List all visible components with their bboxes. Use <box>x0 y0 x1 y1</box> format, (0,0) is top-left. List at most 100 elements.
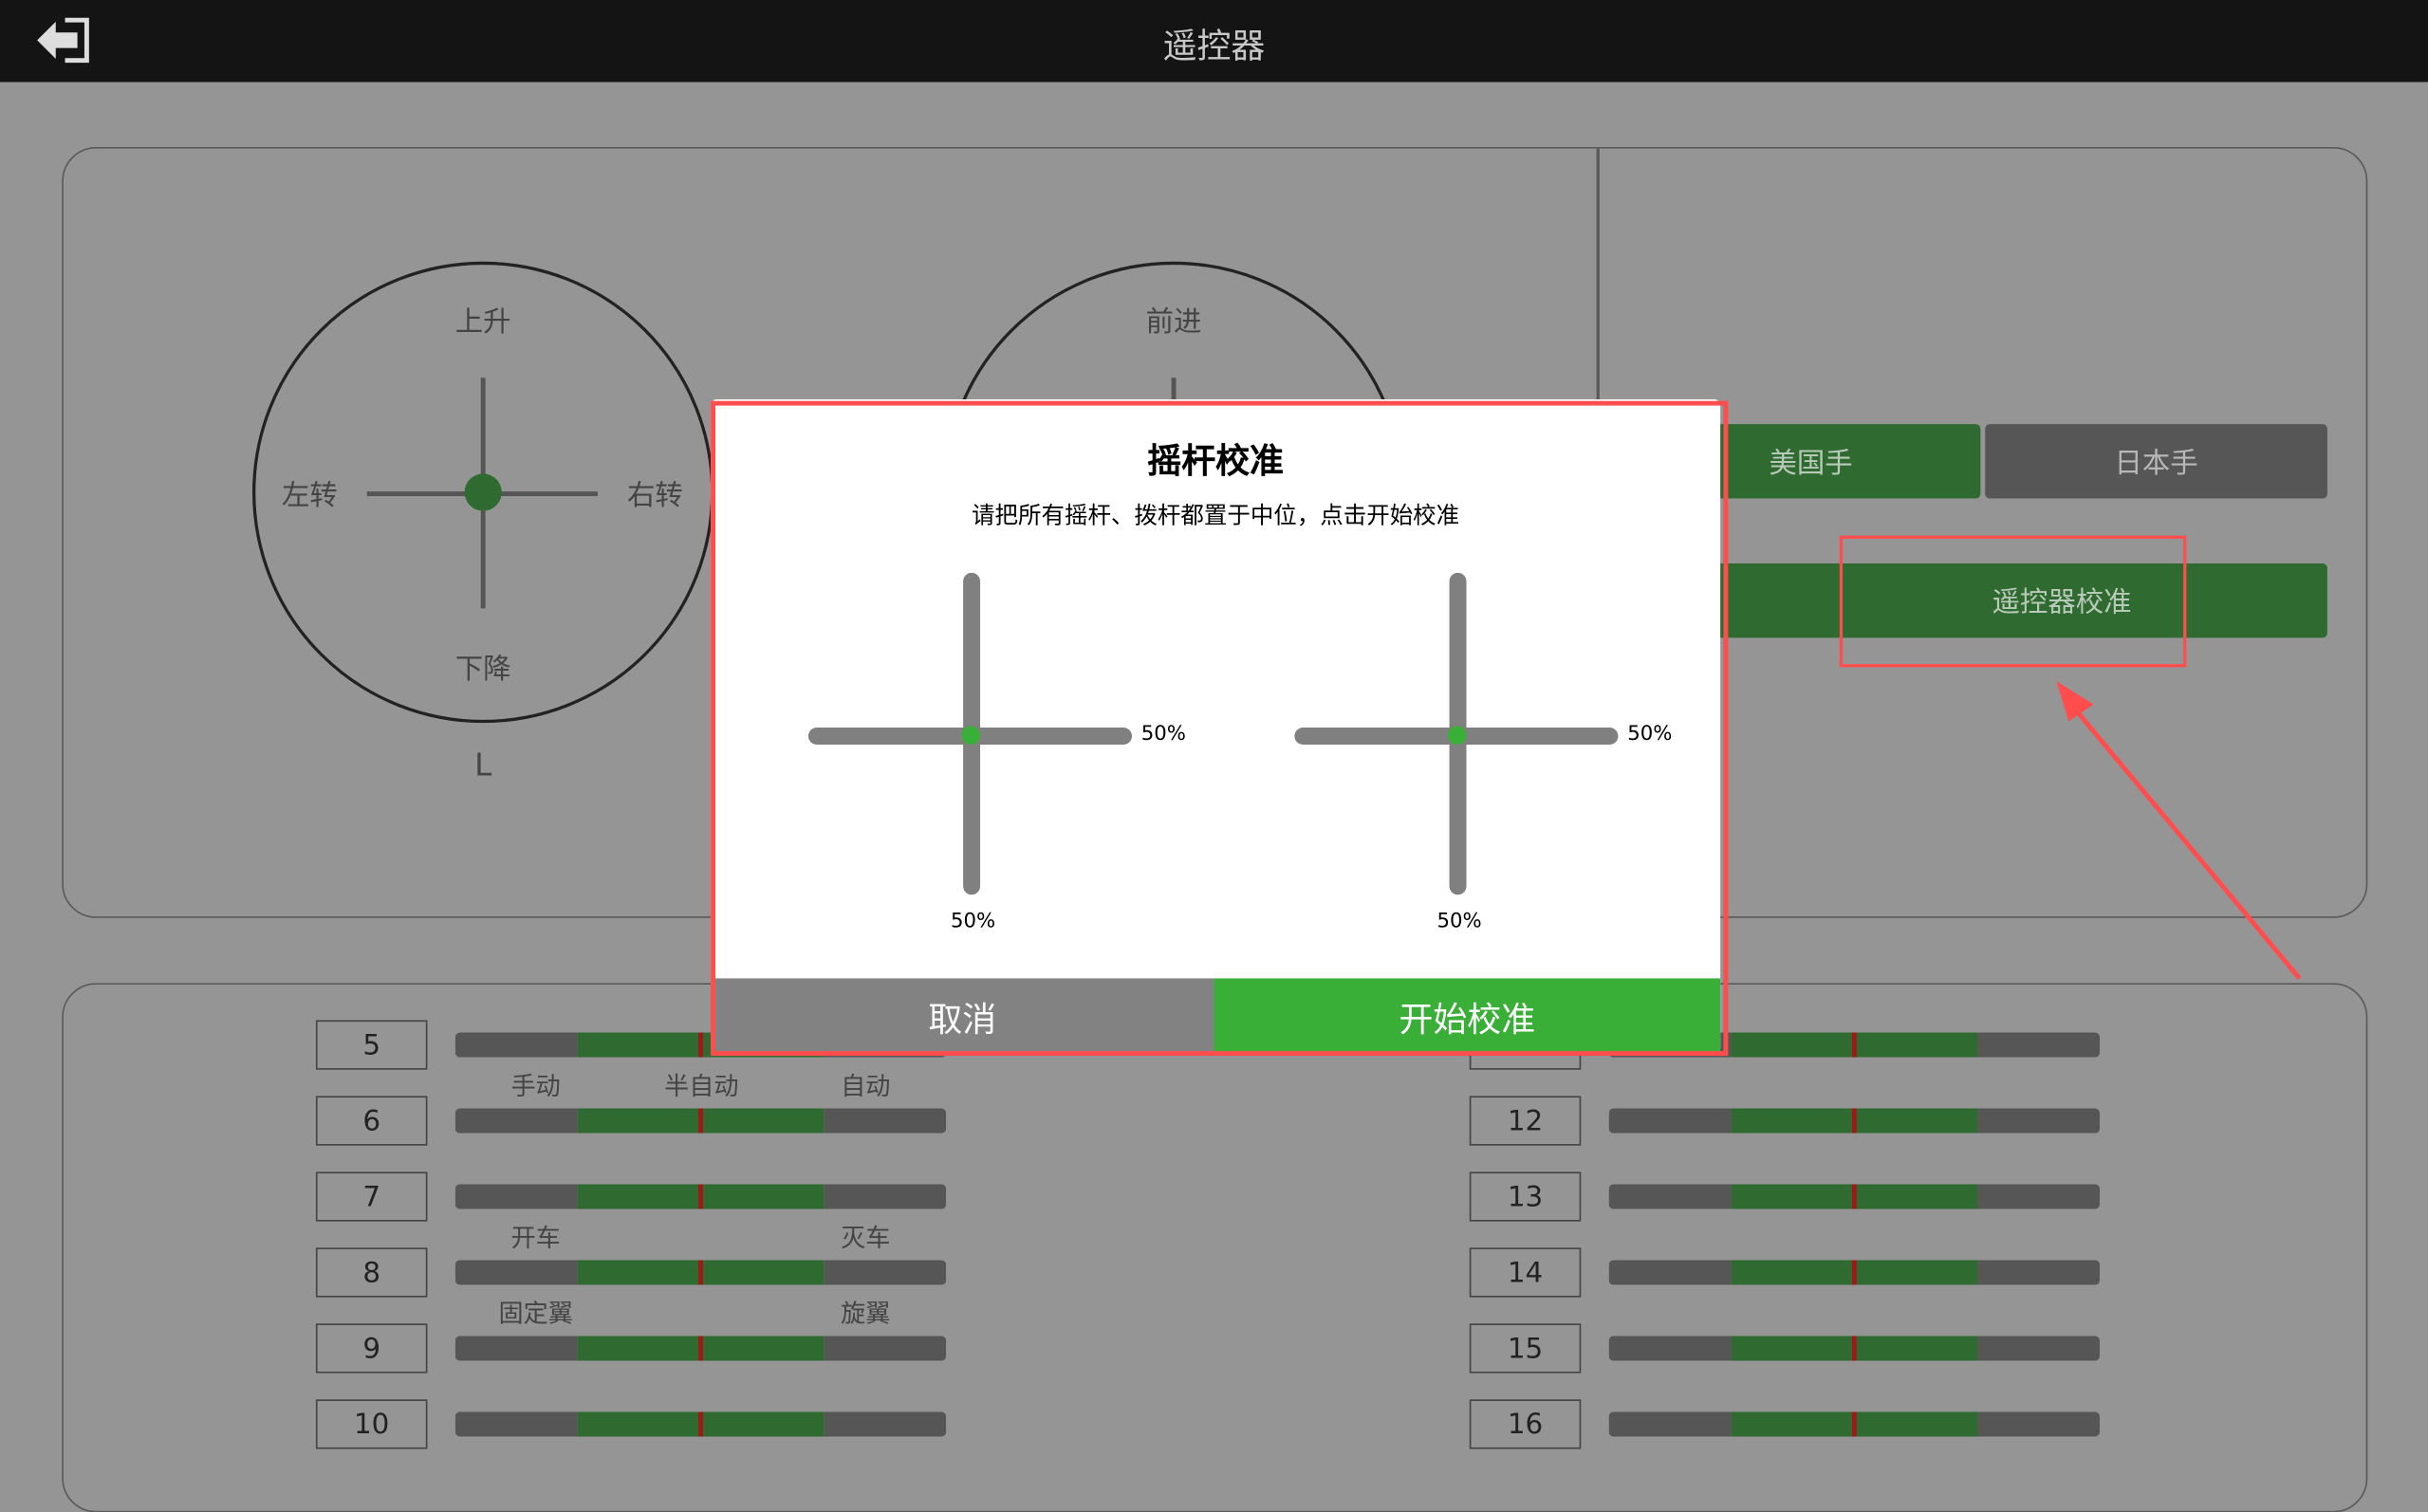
left-stick-label: L <box>474 746 492 784</box>
label-left: 左转 <box>282 479 338 513</box>
bar-high <box>1976 1108 2100 1134</box>
left-h-value: 50% <box>1140 723 1186 747</box>
bar-center <box>578 1184 824 1209</box>
exit-arrow-icon <box>37 17 89 64</box>
bar-low <box>454 1108 579 1134</box>
bar-high <box>1976 1260 2100 1285</box>
calibration-dialog: 摇杆校准 请把所有摇杆、拨杆都置于中位，点击开始校准 50% 50% 50% 5… <box>711 399 1721 1055</box>
bar-high <box>823 1260 947 1285</box>
bar-indicator <box>698 1336 703 1361</box>
right-v-value: 50% <box>1436 910 1482 934</box>
bar-low <box>1608 1108 1732 1134</box>
ch6-label-auto: 自动 <box>841 1071 891 1101</box>
bar-indicator <box>698 1411 703 1437</box>
ch9-label-rotor: 旋翼 <box>841 1299 891 1329</box>
bar-indicator <box>1851 1032 1857 1058</box>
bar-high <box>823 1411 947 1437</box>
bar-indicator <box>698 1184 703 1209</box>
annotation-arrow <box>2056 681 2302 980</box>
channel-bar <box>454 1260 947 1285</box>
channel-number: 16 <box>1469 1399 1582 1449</box>
dialog-message: 请把所有摇杆、拨杆都置于中位，点击开始校准 <box>972 501 1460 530</box>
bar-indicator <box>1851 1336 1857 1361</box>
channel-number: 6 <box>315 1096 428 1146</box>
label-down: 下降 <box>454 653 511 686</box>
channel-number: 15 <box>1469 1323 1582 1374</box>
ch8-label-stop: 灭车 <box>841 1223 891 1253</box>
bar-indicator <box>1851 1260 1857 1285</box>
label-up: 上升 <box>454 306 511 340</box>
calibrate-label: 遥控器校准 <box>1992 586 2132 619</box>
channel-bar <box>454 1184 947 1209</box>
channel-bar <box>454 1411 947 1437</box>
right-stick-position <box>1447 726 1467 745</box>
mode-japan-button[interactable]: 日本手 <box>1985 424 2327 499</box>
bar-center <box>1731 1032 1977 1058</box>
channel-bar <box>1608 1260 2100 1285</box>
calibrate-remote-button[interactable]: 遥控器校准 <box>1640 563 2327 638</box>
bar-low <box>454 1411 579 1437</box>
channel-number: 9 <box>315 1323 428 1374</box>
bar-indicator <box>698 1260 703 1285</box>
bar-center <box>578 1260 824 1285</box>
dialog-title: 摇杆校准 <box>1147 442 1284 482</box>
bar-indicator <box>698 1032 703 1058</box>
bar-high <box>823 1336 947 1361</box>
channel-bar <box>1608 1108 2100 1134</box>
bar-high <box>1976 1184 2100 1209</box>
channel-number: 14 <box>1469 1247 1582 1298</box>
channel-number: 10 <box>315 1399 428 1449</box>
ch6-label-semi: 半自动 <box>664 1071 739 1101</box>
bar-low <box>454 1336 579 1361</box>
bar-low <box>1608 1411 1732 1437</box>
back-button[interactable] <box>34 15 93 65</box>
bar-center <box>1731 1336 1977 1361</box>
channel-bar <box>454 1336 947 1361</box>
channel-number: 12 <box>1469 1096 1582 1146</box>
channel-bar <box>1608 1184 2100 1209</box>
bar-high <box>1976 1032 2100 1058</box>
left-stick-position <box>961 726 981 745</box>
bar-indicator <box>1851 1108 1857 1134</box>
channel-number: 7 <box>315 1171 428 1222</box>
bar-indicator <box>698 1108 703 1134</box>
bar-center <box>1731 1411 1977 1437</box>
right-h-value: 50% <box>1627 723 1673 747</box>
header-bar: 遥控器 <box>0 0 2428 83</box>
start-calibration-button[interactable]: 开始校准 <box>1214 978 1721 1055</box>
channel-number: 13 <box>1469 1171 1582 1222</box>
bar-low <box>454 1184 579 1209</box>
page-title: 遥控器 <box>1162 28 1266 67</box>
ch9-label-fixed: 固定翼 <box>498 1299 573 1329</box>
channel-number: 5 <box>315 1020 428 1070</box>
left-stick-dot <box>464 473 502 511</box>
ch8-label-start: 开车 <box>510 1223 561 1253</box>
channel-bar <box>454 1108 947 1134</box>
bar-low <box>1608 1184 1732 1209</box>
bar-center <box>578 1411 824 1437</box>
label-forward: 前进 <box>1145 306 1202 340</box>
annotation-dialog-box <box>711 400 1729 1057</box>
mode-japan-label: 日本手 <box>2114 447 2198 480</box>
annotation-highlight-box <box>1839 535 2187 668</box>
bar-high <box>823 1108 947 1134</box>
channel-bar <box>1608 1411 2100 1437</box>
mode-usa-label: 美国手 <box>1769 447 1853 480</box>
bar-low <box>1608 1260 1732 1285</box>
bar-high <box>1976 1411 2100 1437</box>
bar-low <box>1608 1336 1732 1361</box>
left-v-value: 50% <box>951 910 996 934</box>
bar-low <box>454 1260 579 1285</box>
bar-indicator <box>1851 1411 1857 1437</box>
bar-high <box>823 1184 947 1209</box>
cancel-button[interactable]: 取消 <box>711 978 1214 1055</box>
bar-indicator <box>1851 1184 1857 1209</box>
bar-low <box>454 1032 579 1058</box>
bar-center <box>1731 1108 1977 1134</box>
bar-high <box>1976 1336 2100 1361</box>
bar-center <box>578 1336 824 1361</box>
ch6-label-manual: 手动 <box>510 1071 561 1101</box>
bar-center <box>578 1108 824 1134</box>
channel-number: 8 <box>315 1247 428 1298</box>
bar-center <box>1731 1184 1977 1209</box>
